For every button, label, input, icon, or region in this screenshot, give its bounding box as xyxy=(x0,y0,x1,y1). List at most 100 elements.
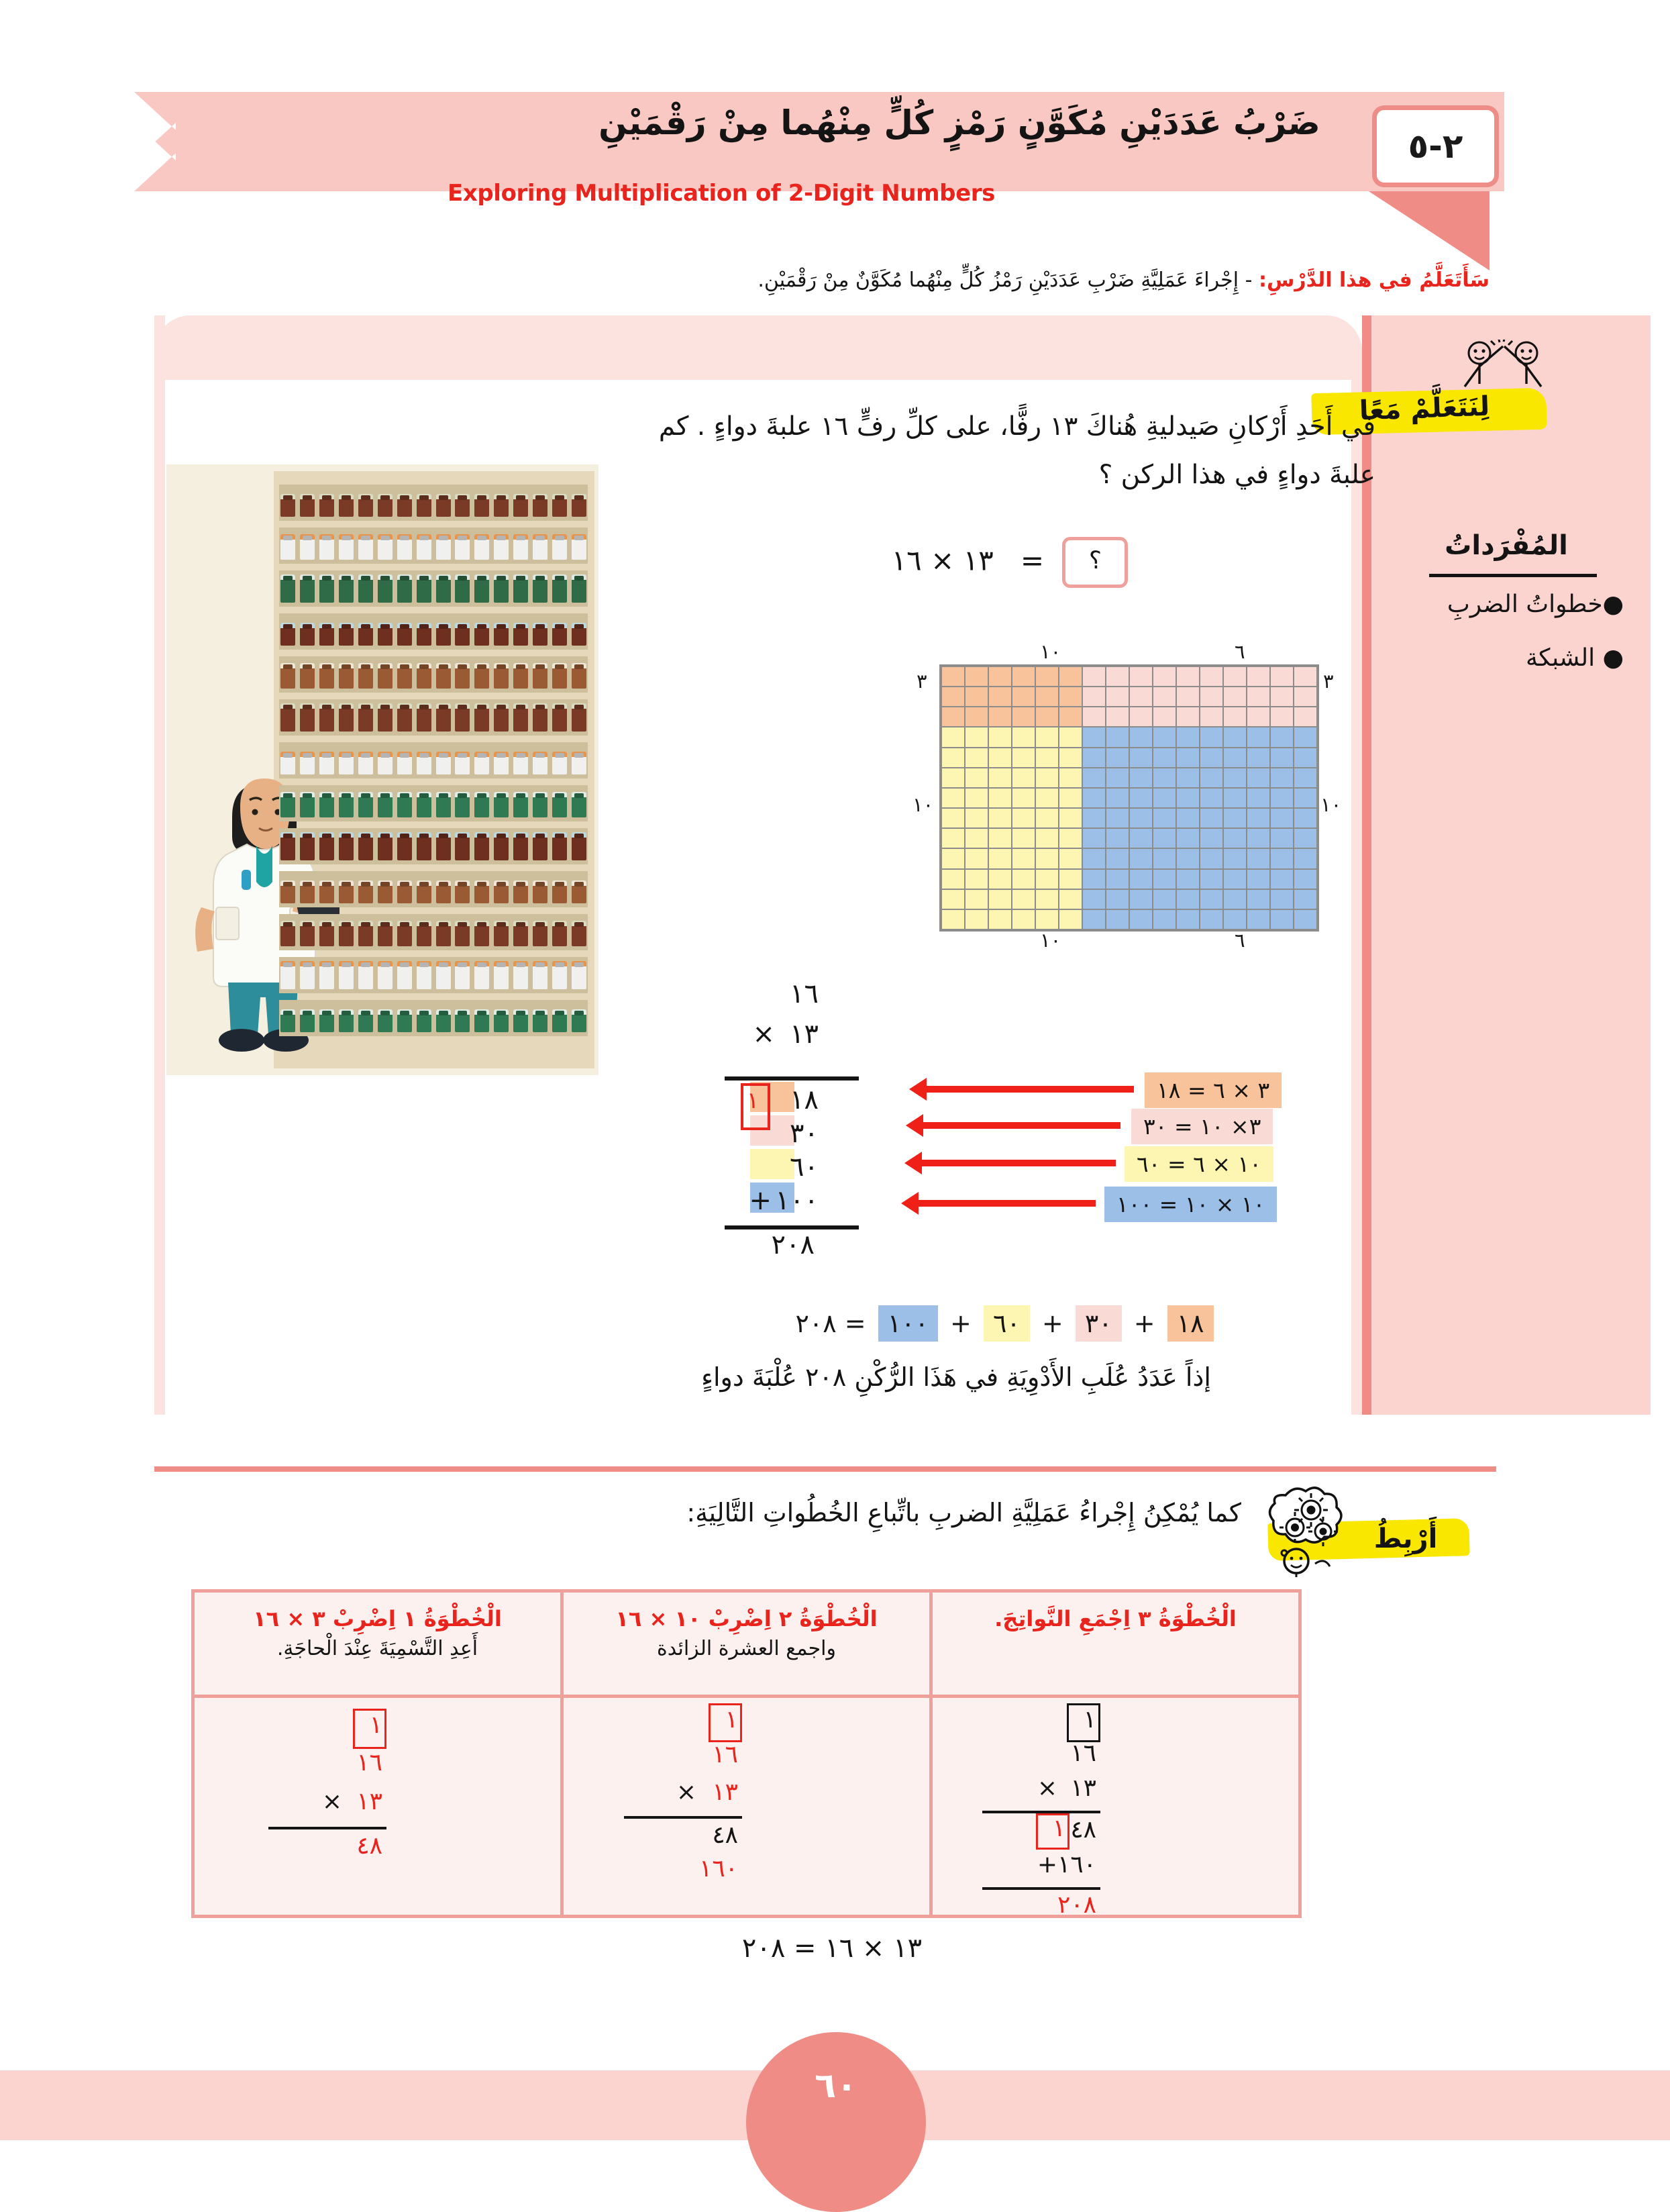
medicine-bottle xyxy=(300,623,315,646)
medicine-bottle xyxy=(474,623,490,646)
grid-cell xyxy=(1012,687,1035,707)
medicine-bottle xyxy=(552,494,568,517)
medicine-bottle xyxy=(494,574,509,603)
vm-rule-top xyxy=(725,1076,859,1080)
medicine-bottle xyxy=(416,792,431,817)
medicine-bottle xyxy=(513,534,529,560)
step-2-title: الْخُطْوَةُ ٢ اِضْرِبْ ١٠ × ١٦ xyxy=(615,1606,878,1631)
grid-cell xyxy=(965,808,988,829)
grid-cell xyxy=(1082,909,1106,929)
medicine-bottle xyxy=(280,1009,296,1032)
grid-cell xyxy=(1059,787,1082,809)
medicine-bottle xyxy=(280,574,296,603)
grid-cell xyxy=(988,828,1012,849)
callout-0: ٣ × ٦ = ١٨ xyxy=(1145,1072,1282,1108)
medicine-bottle xyxy=(572,574,586,603)
lesson-number-badge: ٢-٥ xyxy=(1372,105,1499,187)
grid-cell xyxy=(1176,889,1200,909)
grid-cell xyxy=(1223,787,1247,809)
grid-cell xyxy=(1153,868,1176,889)
medicine-bottle xyxy=(358,663,373,689)
medicine-bottle xyxy=(377,921,393,946)
medicine-bottle xyxy=(494,1009,509,1032)
medicine-bottle xyxy=(494,663,509,689)
medicine-bottle xyxy=(377,1009,393,1032)
grid-cell xyxy=(988,848,1012,869)
grid-cell xyxy=(965,666,988,687)
medicine-bottle xyxy=(513,703,529,732)
medicine-bottle xyxy=(533,832,548,860)
grid-cell xyxy=(1294,687,1317,707)
step-1-header: الْخُطْوَةُ ١ اِضْرِبْ ٣ × ١٦ أَعِدِ الت… xyxy=(195,1593,560,1698)
grid-cell xyxy=(1153,767,1176,788)
medicine-bottle xyxy=(474,832,490,860)
medicine-bottle xyxy=(280,881,296,903)
medicine-bottle xyxy=(416,663,431,689)
step-3-total: ٢٠٨ xyxy=(1057,1891,1096,1919)
vm-rule-bottom xyxy=(725,1225,859,1229)
step-1-rule xyxy=(268,1827,386,1829)
vm-partial-3: ١٠٠ xyxy=(775,1185,819,1216)
grid-cell xyxy=(1270,666,1294,687)
callout-arrow-2 xyxy=(904,1152,1116,1174)
link-badge-label: أَرْبِطُ xyxy=(1373,1523,1438,1554)
medicine-bottle xyxy=(358,534,373,560)
step-3-carry: ١ xyxy=(1083,1706,1096,1733)
grid-cell xyxy=(1059,727,1082,748)
medicine-bottle xyxy=(533,534,548,560)
medicine-bottle xyxy=(494,921,509,946)
grid-cell xyxy=(1270,909,1294,929)
step-2-carry: ١ xyxy=(725,1706,738,1733)
grid-cell xyxy=(1294,828,1317,849)
grid-cell xyxy=(1153,727,1176,748)
step-1-product: ٤٨ xyxy=(356,1832,382,1860)
grid-cell xyxy=(1153,707,1176,727)
medicine-bottle xyxy=(338,961,354,989)
grid-cell xyxy=(1153,848,1176,869)
grid-cell xyxy=(1176,707,1200,727)
step-2-rule xyxy=(624,1816,742,1819)
medicine-bottle xyxy=(300,1009,315,1032)
vm-partial-0: ١٨ xyxy=(790,1085,819,1115)
medicine-bottle xyxy=(474,494,490,517)
medicine-bottle xyxy=(474,574,490,603)
grid-cell xyxy=(1200,767,1223,788)
medicine-bottle xyxy=(572,494,586,517)
medicine-bottle xyxy=(572,663,586,689)
grid-cell xyxy=(965,909,988,929)
pharmacy-shelf xyxy=(279,699,588,736)
grid-cell xyxy=(1082,868,1106,889)
grid-cell xyxy=(1247,747,1270,768)
medicine-bottle xyxy=(338,623,354,646)
grid-cell xyxy=(1035,707,1059,727)
grid-cell xyxy=(1200,889,1223,909)
step-3-carry-box xyxy=(1067,1703,1100,1742)
medicine-bottle xyxy=(435,1009,451,1032)
medicine-bottle xyxy=(300,663,315,689)
medicine-bottle xyxy=(513,881,529,903)
medicine-bottle xyxy=(435,534,451,560)
vm-carry-box xyxy=(741,1083,770,1130)
grid-cell xyxy=(1200,747,1223,768)
grid-cell xyxy=(1270,868,1294,889)
medicine-bottle xyxy=(319,623,335,646)
medicine-bottle xyxy=(397,494,412,517)
medicine-bottle xyxy=(533,623,548,646)
grid-cell xyxy=(941,787,965,809)
medicine-bottle xyxy=(533,921,548,946)
grid-cell xyxy=(965,787,988,809)
medicine-bottle xyxy=(358,921,373,946)
grid-cell xyxy=(1294,787,1317,809)
medicine-bottle xyxy=(494,494,509,517)
grid-cell xyxy=(1200,666,1223,687)
medicine-bottle xyxy=(300,961,315,989)
pharmacy-shelf xyxy=(279,613,588,650)
step-3-rule-2 xyxy=(982,1887,1100,1890)
medicine-bottle xyxy=(280,534,296,560)
medicine-bottle xyxy=(416,534,431,560)
medicine-bottle xyxy=(533,703,548,732)
vocabulary-bullet-0: ● xyxy=(1602,591,1624,618)
medicine-bottle xyxy=(455,623,470,646)
pharmacy-shelf xyxy=(279,527,588,564)
grid-cell xyxy=(941,828,965,849)
